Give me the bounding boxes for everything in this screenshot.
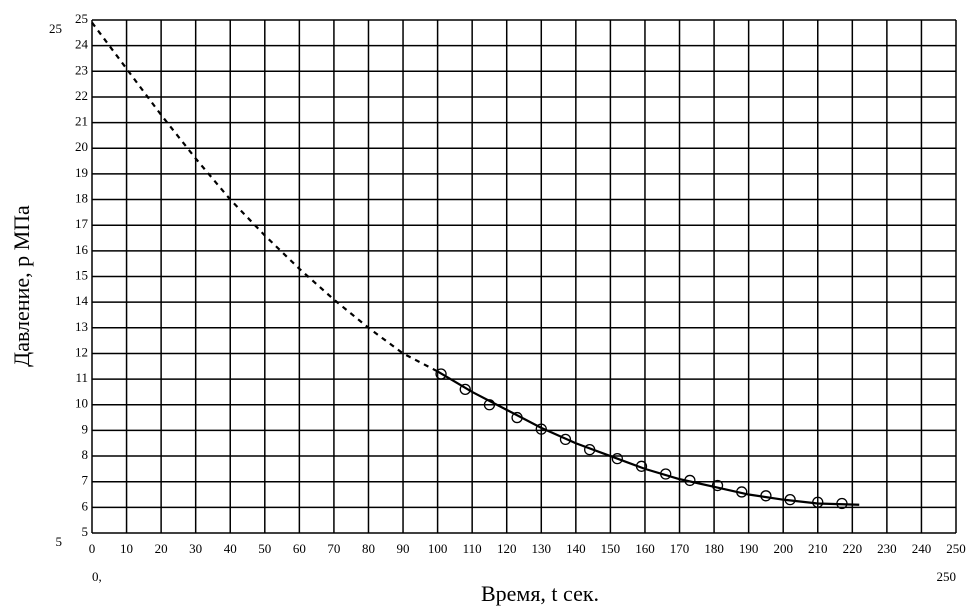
y-tick-label: 14 [75,293,89,308]
y-axis-label: Давление, р МПа [9,205,34,367]
x-tick-label: 120 [497,541,517,556]
data-point [635,460,648,472]
x-tick-label: 20 [155,541,168,556]
y-tick-label: 16 [75,242,89,257]
data-point [483,399,496,411]
x-tick-label: 60 [293,541,306,556]
data-point [736,486,748,498]
x-tick-label: 30 [189,541,202,556]
y-tick-label: 6 [82,498,89,513]
y-tick-label: 12 [75,344,88,359]
x2-tick-label: 0, [92,569,102,584]
y-tick-label: 24 [75,37,89,52]
x-tick-label: 170 [670,541,690,556]
data-point [812,496,824,508]
data-point [611,452,623,465]
x-tick-label: 100 [428,541,448,556]
y-tick-label: 19 [75,165,88,180]
line-series [437,370,860,506]
x-tick-label: 200 [773,541,793,556]
data-point [459,383,471,396]
y-tick-label: 5 [82,524,89,539]
y-tick-label: 8 [82,447,89,462]
y-tick-label: 7 [82,473,89,488]
y-tick-label: 13 [75,319,88,334]
y-tick-label: 23 [75,62,88,77]
y-tick-label: 25 [75,11,88,26]
x-tick-label: 240 [912,541,932,556]
y-tick-label: 9 [82,421,89,436]
x-tick-label: 150 [601,541,621,556]
y-tick-label: 11 [75,370,88,385]
y-tick-label: 22 [75,88,88,103]
data-point [760,490,772,502]
x-tick-label: 230 [877,541,897,556]
x-axis-label: Время, t сек. [481,581,599,606]
data-point [784,494,796,506]
y2-tick-label: 25 [49,21,62,36]
x-tick-label: 180 [704,541,724,556]
x-tick-label: 220 [843,541,863,556]
x2-tick-label: 250 [937,569,957,584]
line-series [91,21,439,373]
x-tick-label: 50 [258,541,271,556]
x-tick-label: 190 [739,541,759,556]
x-tick-label: 70 [327,541,340,556]
x-tick-label: 210 [808,541,828,556]
x-tick-label: 160 [635,541,655,556]
data-point [711,479,724,492]
x-tick-label: 130 [532,541,552,556]
data-point [535,423,547,435]
x-tick-label: 10 [120,541,133,556]
data-point [836,497,848,510]
x-tick-label: 250 [946,541,966,556]
x-tick-label: 80 [362,541,375,556]
x-tick-label: 140 [566,541,586,556]
y-tick-label: 21 [75,114,88,129]
x-tick-label: 90 [397,541,410,556]
y-tick-label: 15 [75,267,88,282]
x-tick-label: 110 [463,541,482,556]
y-tick-label: 17 [75,216,89,231]
data-point [435,368,447,380]
x-tick-label: 0 [89,541,96,556]
data-point [684,474,696,487]
y2-tick-label: 5 [56,534,63,549]
x-tick-label: 40 [224,541,237,556]
y-tick-label: 18 [75,191,88,206]
data-point [511,411,523,424]
y-tick-label: 10 [75,396,88,411]
data-point [660,468,672,480]
data-point [559,433,572,446]
y-tick-label: 20 [75,139,88,154]
data-point [584,443,596,456]
